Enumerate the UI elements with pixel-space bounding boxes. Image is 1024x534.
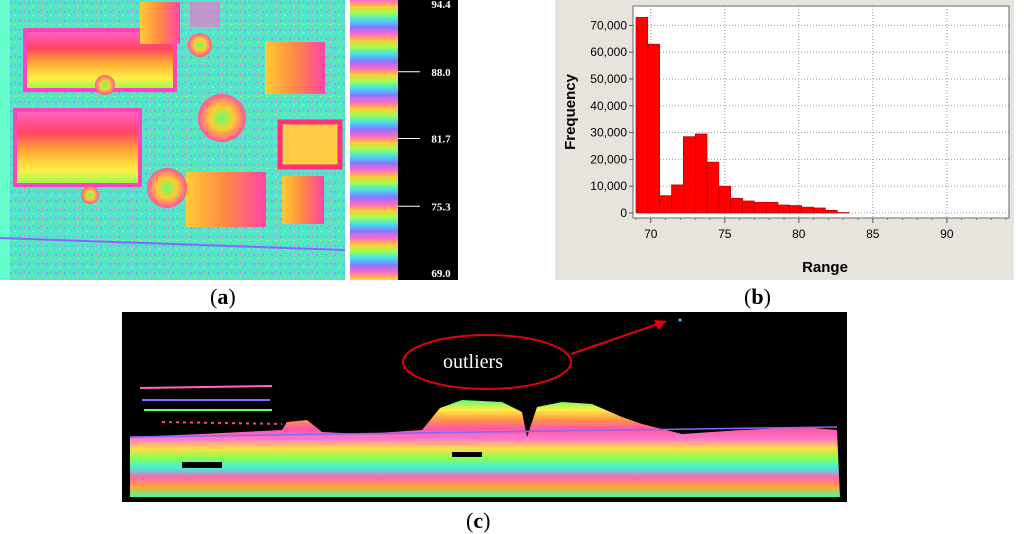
histogram-bar [694, 133, 708, 214]
plot-frame [632, 5, 1010, 219]
y-tick-label: 0 [620, 206, 627, 220]
histogram-bar [647, 43, 660, 214]
y-tick-label: 60,000 [590, 45, 627, 59]
point-cloud-image: outliers [129, 318, 840, 497]
x-tick-label: 90 [940, 227, 954, 241]
arrow-head-icon [654, 320, 667, 330]
caption-a: (a) [210, 284, 236, 309]
histogram-bar [754, 201, 767, 214]
range-image [0, 0, 346, 280]
y-tick-label: 50,000 [590, 72, 627, 86]
point-cloud-side-view: outliers [122, 312, 847, 502]
histogram-bar [718, 185, 732, 214]
histogram-bar [671, 184, 684, 214]
color-scale-bar: 94.4 88.0 81.7 75.3 69.0 [350, 0, 451, 280]
x-tick-label: 75 [718, 227, 732, 241]
histogram-bar [825, 210, 838, 214]
outliers-arrow [570, 323, 659, 355]
y-tick-label: 70,000 [590, 18, 627, 32]
histogram-bar [706, 161, 720, 214]
y-axis-label: Frequency [562, 73, 579, 150]
color-scale-legend: 94.4 88.0 81.7 75.3 69.0 [350, 0, 458, 280]
histogram-bar [635, 17, 649, 214]
histogram-bar [730, 197, 743, 214]
caption-c: (c) [466, 508, 491, 533]
histogram-bar [777, 204, 791, 214]
histogram-chart: 0 10,000 20,000 30,000 40,000 50,000 60,000 70,… [562, 5, 1010, 276]
legend-tick-label: 88.0 [431, 67, 451, 79]
x-tick-label: 80 [792, 227, 806, 241]
outliers-ellipse [402, 334, 572, 390]
histogram-bar [742, 200, 755, 214]
outlier-point [678, 318, 682, 322]
y-tick-label: 40,000 [590, 99, 627, 113]
y-tick-label: 30,000 [590, 126, 627, 140]
histogram-bar [836, 212, 850, 214]
y-tick-label: 10,000 [590, 179, 627, 193]
y-tick-label: 20,000 [590, 152, 627, 166]
x-tick-label: 85 [866, 227, 880, 241]
histogram-bar [813, 207, 826, 214]
histogram-panel: 0 10,000 20,000 30,000 40,000 50,000 60,000 70,… [555, 0, 1014, 280]
legend-tick-label: 69.0 [431, 268, 451, 280]
histogram-bar [765, 201, 779, 214]
outliers-label: outliers [443, 351, 503, 373]
x-axis-label: Range [802, 259, 848, 276]
histogram-bar [659, 195, 672, 214]
histogram-bar [789, 205, 803, 214]
legend-tick-label: 94.4 [431, 0, 451, 11]
caption-b: (b) [744, 284, 771, 309]
histogram-bar [683, 136, 696, 214]
legend-tick-label: 75.3 [431, 201, 451, 213]
x-tick-label: 70 [644, 227, 658, 241]
histogram-bar [801, 206, 814, 214]
legend-tick-label: 81.7 [431, 134, 451, 146]
range-image-panel [0, 0, 346, 280]
